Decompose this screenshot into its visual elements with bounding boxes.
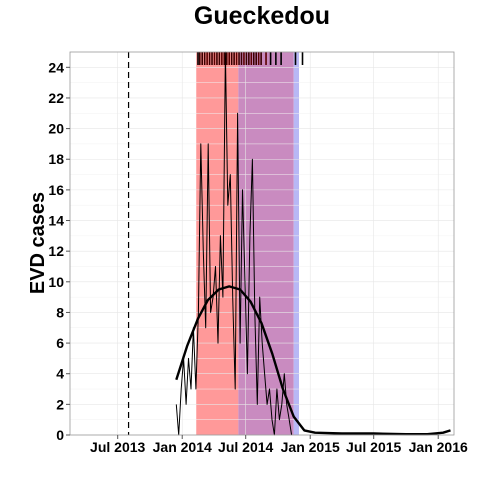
x-tick-label: Jul 2013 xyxy=(90,439,145,455)
y-tick-label: 0 xyxy=(56,427,64,443)
x-tick-label: Jan 2016 xyxy=(409,439,468,455)
y-tick-label: 2 xyxy=(56,396,64,412)
y-tick-label: 8 xyxy=(56,304,64,320)
y-tick-label: 12 xyxy=(48,243,64,259)
weekly-cases-line xyxy=(175,51,293,436)
y-tick-label: 18 xyxy=(48,151,64,167)
x-tick-label: Jan 2014 xyxy=(153,439,212,455)
y-tick-label: 10 xyxy=(48,274,64,290)
y-tick-label: 22 xyxy=(48,90,64,106)
chart-title: Gueckedou xyxy=(194,2,330,30)
y-axis-label: EVD cases xyxy=(27,192,49,294)
y-tick-label: 14 xyxy=(48,213,64,229)
y-tick-label: 6 xyxy=(56,335,64,351)
shaded-region-2 xyxy=(238,52,294,435)
x-tick-label: Jan 2015 xyxy=(281,439,340,455)
x-tick-label: Jul 2014 xyxy=(218,439,273,455)
y-tick-label: 16 xyxy=(48,182,64,198)
y-tick-label: 20 xyxy=(48,121,64,137)
y-tick-label: 24 xyxy=(48,59,64,75)
shaded-region-3 xyxy=(293,52,299,435)
smoothed-trend-line xyxy=(175,285,451,436)
plot-border xyxy=(69,51,455,436)
y-tick-label: 4 xyxy=(56,366,64,382)
x-tick-label: Jul 2015 xyxy=(346,439,401,455)
